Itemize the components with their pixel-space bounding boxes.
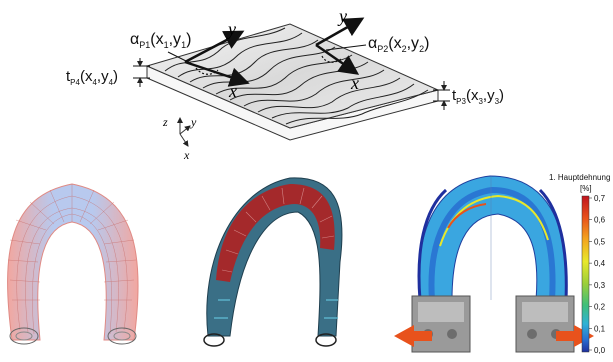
- t-p4-label: tP4(x4,y4): [66, 68, 118, 87]
- colorbar-tick-label: 0,2: [594, 303, 606, 312]
- plate-diagram: y x y x αP1(x1,y1): [66, 6, 504, 162]
- alpha-p2-label: αP2(x2,y2): [368, 35, 429, 54]
- colorbar-unit: [%]: [580, 184, 592, 193]
- colorbar-tick-label: 0,6: [594, 216, 606, 225]
- colorbar-tick-label: 0,0: [594, 346, 606, 355]
- colorbar-scale: [581, 195, 590, 353]
- local-y-label-2: y: [337, 6, 347, 26]
- right-load-arrow: [556, 325, 594, 347]
- thickness-marker-p4: [133, 58, 150, 87]
- fiber-horseshoe: [203, 177, 343, 347]
- colorbar-tick-label: 0,4: [594, 259, 606, 268]
- colorbar-tick-label: 0,7: [594, 194, 606, 203]
- local-axes-p2: y x: [315, 6, 365, 93]
- global-x-label: x: [183, 148, 190, 162]
- colorbar: 1. Hauptdehnung [%] 0,7 0,6 0,5 0,4 0,3 0,2 0,…: [549, 173, 610, 355]
- local-x-label-1: x: [228, 81, 237, 101]
- global-z-label: z: [162, 115, 168, 129]
- left-load-arrow: [394, 325, 432, 347]
- alpha-p1-label: αP1(x1,y1): [130, 31, 191, 50]
- global-y-label: y: [190, 115, 197, 129]
- mesh-horseshoe: [7, 183, 139, 345]
- strain-field-horseshoe: [394, 175, 594, 353]
- local-x-label-2: x: [350, 73, 359, 93]
- colorbar-tick-label: 0,3: [594, 281, 606, 290]
- thickness-marker-p3: [433, 81, 450, 110]
- global-axes: [177, 117, 191, 147]
- t-p3-label: tP3(x3,y3): [452, 87, 504, 106]
- colorbar-tick-label: 0,5: [594, 237, 606, 246]
- local-y-label-1: y: [226, 19, 236, 39]
- fiber-contours: [164, 27, 429, 125]
- colorbar-tick-label: 0,1: [594, 324, 606, 333]
- colorbar-title: 1. Hauptdehnung: [549, 173, 610, 182]
